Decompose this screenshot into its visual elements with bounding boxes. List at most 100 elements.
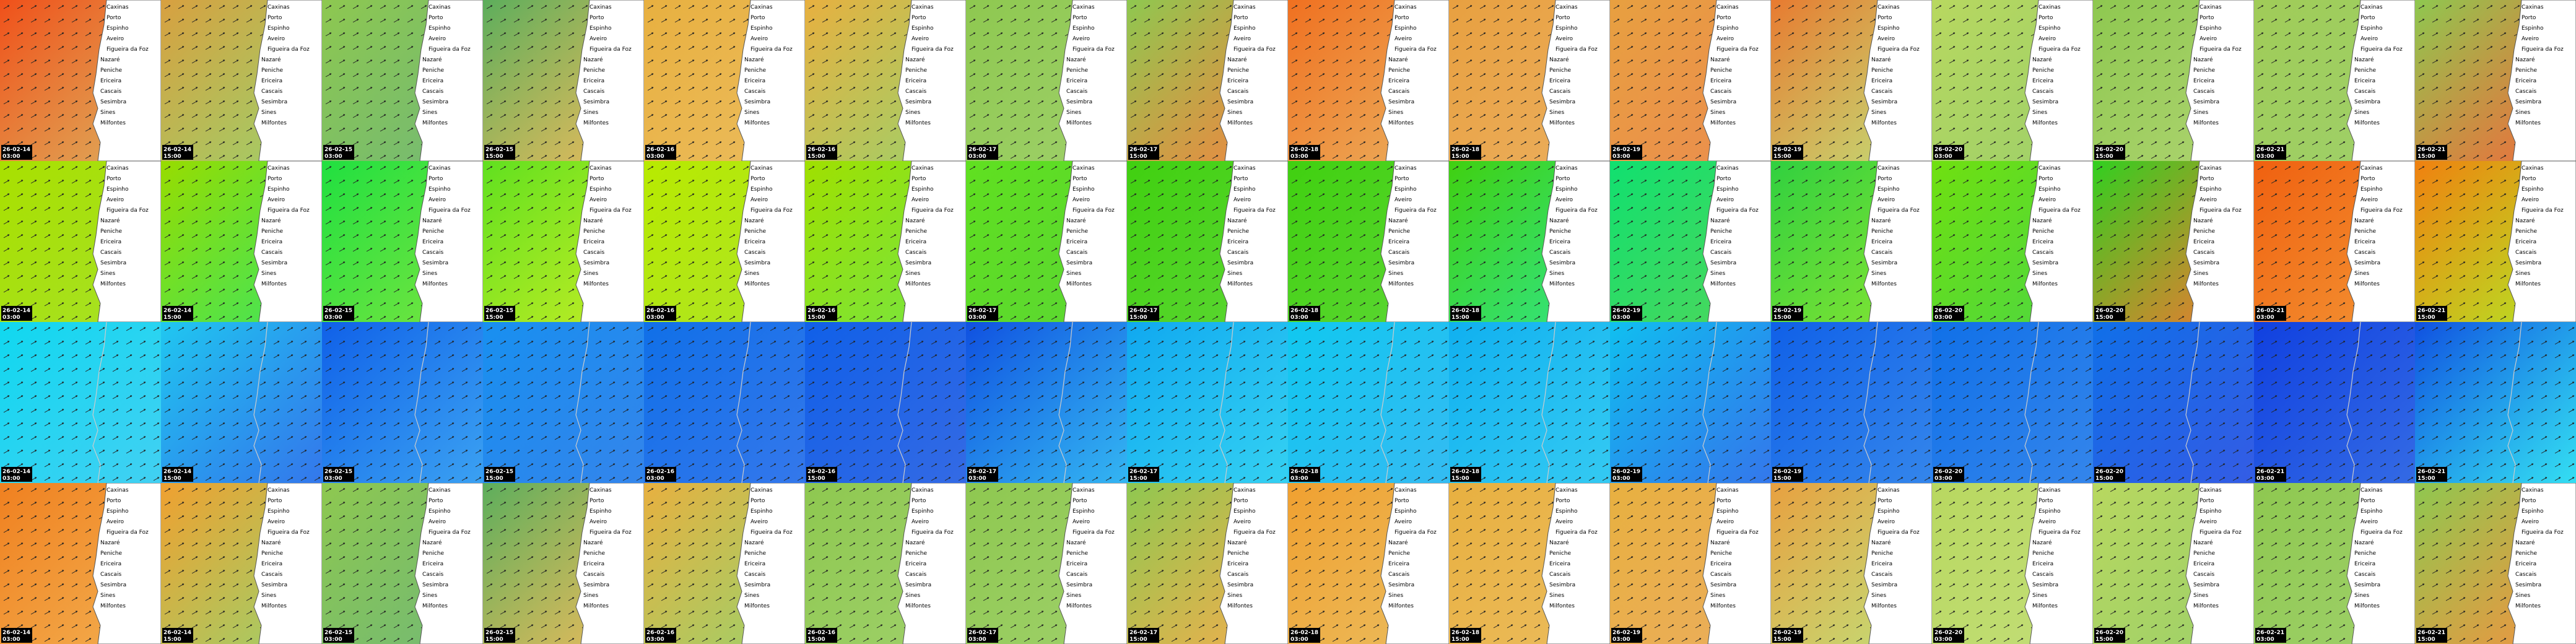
town-label: Milfontes: [744, 281, 770, 287]
town-label: Cascais: [1066, 250, 1087, 256]
town-label: Espinho: [751, 25, 773, 32]
time-label: 03:00: [1934, 154, 1952, 160]
town-label: Espinho: [107, 508, 129, 515]
date-label: 26-02-20: [1934, 308, 1962, 314]
town-label: Peniche: [1388, 228, 1411, 235]
town-label: Milfontes: [100, 603, 126, 609]
town-label: Caxinas: [1234, 4, 1256, 11]
town-label: Porto: [912, 498, 926, 504]
land: [253, 0, 322, 161]
date-label: 26-02-21: [2417, 308, 2445, 314]
label-box: [1611, 467, 1642, 482]
town-label: Ericeira: [583, 78, 604, 84]
date-label: 26-02-17: [968, 308, 996, 314]
town-label: Espinho: [1556, 508, 1578, 515]
town-label: Sines: [1710, 271, 1725, 277]
town-label: Caxinas: [590, 165, 612, 172]
date-label: 26-02-17: [968, 630, 996, 636]
forecast-tile: Caxinas Porto Espinho Aveiro Figueira da Foz…: [0, 483, 161, 644]
town-label: Peniche: [261, 67, 284, 74]
land: [1219, 0, 1288, 161]
town-label: Peniche: [422, 550, 445, 557]
town-label: Sesimbra: [2515, 99, 2541, 105]
forecast-tile: Caxinas Porto Espinho Aveiro Figueira da Foz…: [1288, 161, 1449, 322]
town-label: Sesimbra: [905, 260, 931, 266]
town-label: Figueira da Foz: [1395, 207, 1437, 214]
town-label: Peniche: [1388, 550, 1411, 557]
town-label: Figueira da Foz: [2361, 46, 2403, 53]
town-label: Espinho: [912, 508, 934, 515]
town-label: Espinho: [2361, 186, 2383, 193]
label-box: [967, 467, 998, 482]
town-label: Milfontes: [2515, 120, 2541, 126]
town-label: Sines: [905, 593, 920, 599]
town-label: Ericeira: [1710, 78, 1731, 84]
town-label: Caxinas: [1556, 165, 1578, 172]
town-label: Nazaré: [1710, 539, 1730, 546]
town-label: Espinho: [2200, 186, 2222, 193]
forecast-tile: Caxinas Porto Espinho Aveiro Figueira da Foz…: [2093, 161, 2254, 322]
town-label: Porto: [1556, 15, 1570, 21]
town-label: Sines: [261, 593, 276, 599]
town-label: Cascais: [261, 89, 282, 95]
label-box: [1289, 467, 1320, 482]
town-label: Porto: [1556, 498, 1570, 504]
wind-arrows: [483, 322, 644, 483]
town-label: Nazaré: [422, 217, 442, 224]
town-label: Peniche: [2032, 67, 2055, 74]
town-label: Milfontes: [2354, 120, 2380, 126]
town-label: Espinho: [1073, 186, 1095, 193]
town-label: Ericeira: [1066, 239, 1087, 245]
time-label: 15:00: [1773, 637, 1791, 643]
label-box: [645, 306, 676, 321]
town-label: Cascais: [1549, 89, 1570, 95]
town-label: Milfontes: [1710, 281, 1736, 287]
town-label: Cascais: [422, 89, 443, 95]
town-label: Sesimbra: [1227, 260, 1253, 266]
time-label: 03:00: [1934, 637, 1952, 643]
town-label: Espinho: [2200, 508, 2222, 515]
label-box: [2416, 628, 2447, 643]
time-label: 15:00: [1129, 637, 1147, 643]
town-label: Caxinas: [912, 487, 934, 494]
town-label: Aveiro: [107, 519, 124, 525]
town-label: Milfontes: [2354, 603, 2380, 609]
label-box: [1450, 628, 1481, 643]
label-box: [806, 467, 837, 482]
town-label: Porto: [268, 15, 282, 21]
town-label: Sines: [1066, 271, 1081, 277]
town-label: Nazaré: [1227, 217, 1247, 224]
town-label: Espinho: [2522, 186, 2544, 193]
town-label: Milfontes: [744, 120, 770, 126]
time-label: 15:00: [1129, 476, 1147, 482]
land: [2185, 483, 2254, 644]
date-label: 26-02-16: [646, 630, 674, 636]
town-label: Aveiro: [429, 36, 446, 42]
land: [2507, 161, 2576, 322]
town-label: Figueira da Foz: [2361, 529, 2403, 536]
land: [2346, 161, 2415, 322]
date-label: 26-02-17: [1129, 469, 1157, 475]
town-label: Porto: [1556, 176, 1570, 182]
town-label: Sines: [1871, 593, 1886, 599]
date-label: 26-02-15: [324, 630, 352, 636]
town-label: Figueira da Foz: [1395, 46, 1437, 53]
town-label: Caxinas: [429, 487, 451, 494]
town-label: Sesimbra: [1066, 99, 1092, 105]
date-label: 26-02-19: [1612, 308, 1640, 314]
town-label: Figueira da Foz: [1878, 529, 1920, 536]
label-box: [2255, 628, 2286, 643]
land: [414, 483, 483, 644]
town-label: Aveiro: [1073, 197, 1090, 203]
town-label: Nazaré: [1066, 56, 1086, 63]
town-label: Sines: [1871, 271, 1886, 277]
forecast-tile: Caxinas Porto Espinho Aveiro Figueira da Foz…: [483, 483, 644, 644]
time-label: 15:00: [2095, 154, 2113, 160]
town-label: Figueira da Foz: [2039, 529, 2081, 536]
date-label: 26-02-19: [1773, 630, 1801, 636]
town-label: Nazaré: [1549, 217, 1569, 224]
time-label: 15:00: [1129, 154, 1147, 160]
time-label: 15:00: [163, 476, 181, 482]
